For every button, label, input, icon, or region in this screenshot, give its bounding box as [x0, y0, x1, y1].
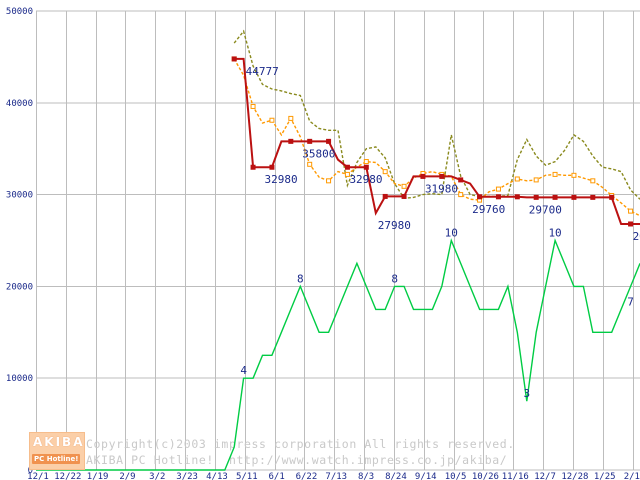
- y-tick-label: 30000: [6, 191, 33, 201]
- series-layer: [36, 29, 640, 471]
- series-line-min-price: [234, 57, 640, 225]
- data-label: 8: [297, 272, 304, 285]
- series-line-shop-count: [36, 238, 640, 471]
- watermark-layer: Copyright(c)2003 impress corporation All…: [86, 437, 515, 467]
- series-marker-avg-price: [344, 171, 350, 177]
- data-label: 35800: [302, 147, 335, 160]
- x-tick-label: 12/7: [534, 472, 556, 480]
- data-label: 10: [445, 227, 458, 240]
- data-annotations: 44777 32980 35800 32980 27980 31980 29760 29700…: [240, 65, 640, 400]
- x-tick-label: 8/3: [358, 472, 374, 480]
- x-tick-label: 8/24: [385, 472, 407, 480]
- data-label: 31980: [425, 182, 458, 195]
- series-marker-min-price: [382, 193, 388, 199]
- series-marker-min-price: [231, 56, 237, 62]
- series-marker-min-price: [533, 194, 539, 200]
- series-marker-avg-price: [552, 171, 558, 177]
- series-marker-min-price: [363, 164, 369, 170]
- x-tick-label: 10/5: [445, 472, 467, 480]
- y-tick-label: 20000: [6, 282, 33, 292]
- akiba-logo: AKIBA PC Hotline!: [29, 432, 85, 470]
- data-label: 26799: [633, 230, 640, 243]
- data-label: 29760: [472, 203, 505, 216]
- data-label: 3: [523, 387, 530, 400]
- data-label: 32980: [349, 173, 382, 186]
- x-tick-label: 2/9: [119, 472, 135, 480]
- series-marker-min-price: [307, 138, 313, 144]
- series-marker-avg-price: [382, 169, 388, 175]
- series-marker-min-price: [458, 177, 464, 183]
- x-tick-label: 6/1: [268, 472, 284, 480]
- data-label: 27980: [378, 219, 411, 232]
- x-tick-label: 12/28: [561, 472, 588, 480]
- series-marker-min-price: [420, 173, 426, 179]
- x-tick-label: 3/23: [176, 472, 198, 480]
- data-label: 8: [391, 272, 398, 285]
- series-line-max-price: [233, 29, 640, 200]
- y-tick-label: 50000: [6, 7, 33, 17]
- series-marker-avg-price: [590, 178, 596, 184]
- series-marker-min-price: [590, 194, 596, 200]
- series-marker-min-price: [344, 164, 350, 170]
- series-marker-avg-price: [307, 161, 313, 167]
- copyright-watermark: Copyright(c)2003 impress corporation All…: [86, 437, 515, 451]
- series-marker-avg-price: [514, 176, 520, 182]
- y-tick-label: 0: [28, 466, 33, 476]
- x-tick-label: 7/13: [325, 472, 347, 480]
- series-marker-avg-price: [495, 186, 501, 192]
- site-watermark: AKIBA PC Hotline! http://www.watch.impre…: [86, 453, 507, 467]
- series-marker-avg-price: [288, 115, 294, 121]
- x-tick-label: 3/2: [149, 472, 165, 480]
- series-marker-min-price: [326, 138, 332, 144]
- data-label: 7: [627, 295, 634, 308]
- series-marker-avg-price: [250, 103, 256, 109]
- series-marker-avg-price: [458, 192, 464, 198]
- x-tick-label: 5/11: [236, 472, 258, 480]
- series-marker-min-price: [495, 194, 501, 200]
- series-marker-min-price: [269, 164, 275, 170]
- data-label: 44777: [246, 65, 279, 78]
- x-tick-label: 10/26: [472, 472, 499, 480]
- x-tick-label: 1/19: [87, 472, 109, 480]
- series-marker-min-price: [250, 164, 256, 170]
- series-marker-avg-price: [571, 172, 577, 178]
- grid-layer: [36, 10, 640, 471]
- series-marker-avg-price: [363, 159, 369, 165]
- series-marker-min-price: [628, 221, 634, 227]
- series-marker-min-price: [571, 194, 577, 200]
- x-tick-label: 9/14: [415, 472, 437, 480]
- series-marker-avg-price: [326, 178, 332, 184]
- series-marker-min-price: [401, 193, 407, 199]
- x-tick-label: 12/1: [27, 472, 49, 480]
- x-tick-label: 11/16: [502, 472, 529, 480]
- data-label: 32980: [265, 173, 298, 186]
- series-marker-avg-price: [533, 177, 539, 183]
- x-tick-label: 4/13: [206, 472, 228, 480]
- logo-main-text: AKIBA: [33, 435, 85, 449]
- x-tick-label: 2/15: [624, 472, 640, 480]
- series-marker-min-price: [609, 194, 615, 200]
- y-tick-label: 10000: [6, 374, 33, 384]
- series-marker-avg-price: [401, 183, 407, 189]
- series-marker-avg-price: [628, 208, 634, 214]
- x-tick-label: 1/25: [594, 472, 616, 480]
- data-label: 10: [548, 227, 561, 240]
- series-marker-min-price: [439, 173, 445, 179]
- logo-sub-text: PC Hotline!: [32, 454, 81, 464]
- series-marker-min-price: [552, 194, 558, 200]
- series-marker-min-price: [514, 194, 520, 200]
- x-tick-label: 6/22: [296, 472, 318, 480]
- x-tick-label: 12/22: [54, 472, 81, 480]
- data-label: 29700: [529, 203, 562, 216]
- y-axis-ticks: 0 10000 20000 30000 40000 50000: [6, 7, 33, 476]
- x-axis-ticks: 12/1 12/22 1/19 2/9 3/2 3/23 4/13 5/11 6/1 6/22 7/…: [27, 472, 640, 480]
- data-label: 4: [240, 364, 247, 377]
- series-marker-min-price: [477, 194, 483, 200]
- series-marker-min-price: [288, 138, 294, 144]
- series-marker-avg-price: [269, 117, 275, 123]
- y-tick-label: 40000: [6, 99, 33, 109]
